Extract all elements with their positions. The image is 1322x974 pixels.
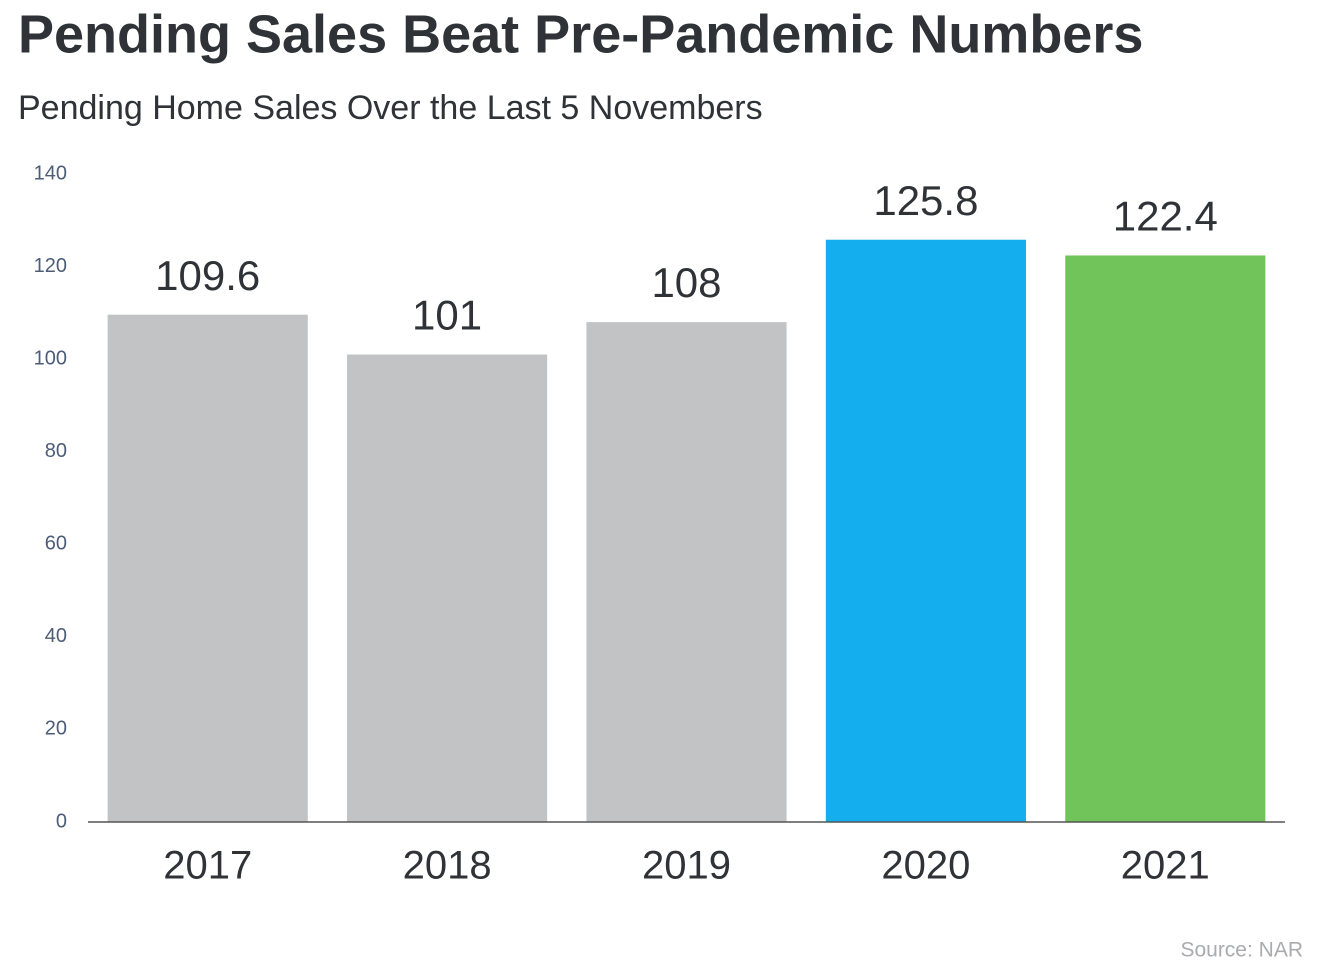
x-tick-label: 2021 <box>1121 844 1210 888</box>
chart-subtitle: Pending Home Sales Over the Last 5 Novem… <box>18 89 763 127</box>
x-tick-label: 2019 <box>642 844 731 888</box>
x-tick-label: 2018 <box>403 844 492 888</box>
y-tick-label: 0 <box>56 810 67 832</box>
value-label: 108 <box>651 259 721 306</box>
bar <box>825 239 1026 822</box>
y-tick-label: 120 <box>34 255 67 277</box>
chart-title: Pending Sales Beat Pre-Pandemic Numbers <box>18 4 1143 64</box>
y-tick-label: 60 <box>45 533 67 555</box>
bar <box>107 314 308 822</box>
x-tick-label: 2017 <box>163 844 252 888</box>
x-tick-label: 2020 <box>881 844 970 888</box>
value-label: 122.4 <box>1113 193 1218 240</box>
y-tick-label: 80 <box>45 440 67 462</box>
source-note: Source: NAR <box>1180 939 1303 962</box>
value-label: 125.8 <box>873 177 978 224</box>
value-label: 109.6 <box>155 252 260 299</box>
y-tick-label: 100 <box>34 347 67 369</box>
y-tick-label: 40 <box>45 625 67 647</box>
bar <box>586 322 787 822</box>
y-tick-label: 140 <box>34 162 67 184</box>
y-tick-label: 20 <box>45 718 67 740</box>
bar <box>1065 255 1266 822</box>
value-label: 101 <box>412 292 482 339</box>
bar <box>347 354 548 822</box>
